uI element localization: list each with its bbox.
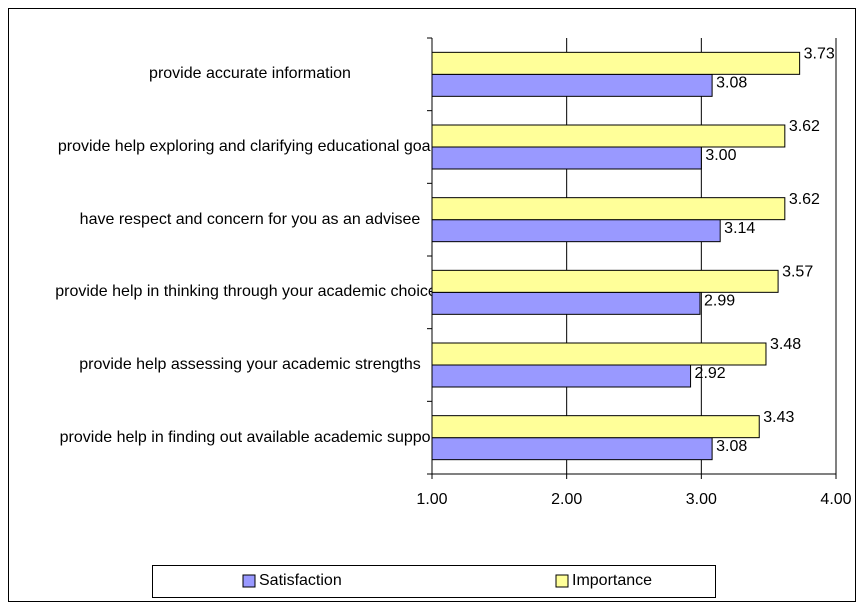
bar (431, 73, 713, 97)
value-label: 3.43 (763, 409, 794, 426)
x-tick-label: 2.00 (551, 491, 582, 508)
bar (431, 269, 779, 293)
value-label: 3.73 (804, 46, 835, 63)
value-label: 3.00 (705, 147, 736, 164)
bar (431, 342, 767, 366)
category-label: provide help assessing your academic str… (79, 356, 421, 373)
value-label: 2.92 (695, 365, 726, 382)
legend-label: Satisfaction (259, 572, 342, 589)
category-label: provide accurate information (149, 65, 351, 83)
x-tick-label: 3.00 (686, 491, 717, 508)
category-label: provide help exploring and clarifying ed… (57, 138, 443, 155)
bar (431, 146, 702, 170)
category-label-box: have respect and concern for you as an a… (79, 210, 421, 228)
bar (431, 415, 760, 439)
value-label: 3.62 (789, 118, 820, 135)
legend-label: Importance (572, 572, 652, 589)
legend-swatch (555, 574, 569, 588)
bar (431, 364, 692, 388)
category-label-box: provide help exploring and clarifying ed… (57, 138, 443, 155)
bar (431, 291, 701, 315)
value-label: 3.14 (724, 220, 755, 237)
value-label: 3.08 (716, 75, 747, 92)
category-label-box: provide help in thinking through your ac… (55, 283, 445, 301)
bar (431, 124, 786, 148)
category-label: have respect and concern for you as an a… (79, 210, 421, 228)
legend-swatch (242, 574, 256, 588)
category-label-box: provide help assessing your academic str… (79, 356, 421, 373)
bar (431, 197, 786, 221)
category-label-box: provide accurate information (149, 65, 351, 83)
bar (431, 437, 713, 461)
category-label: provide help in thinking through your ac… (55, 283, 445, 301)
value-label: 3.08 (716, 438, 747, 455)
x-tick-label: 1.00 (416, 491, 447, 508)
value-label: 3.48 (770, 336, 801, 353)
value-label: 3.57 (782, 264, 813, 281)
bar (431, 51, 801, 75)
x-tick-label: 4.00 (820, 491, 851, 508)
category-label-box: provide help in finding out available ac… (59, 428, 441, 446)
category-label: provide help in finding out available ac… (59, 428, 441, 446)
value-label: 3.62 (789, 191, 820, 208)
bar (431, 219, 721, 243)
value-label: 2.99 (704, 293, 735, 310)
